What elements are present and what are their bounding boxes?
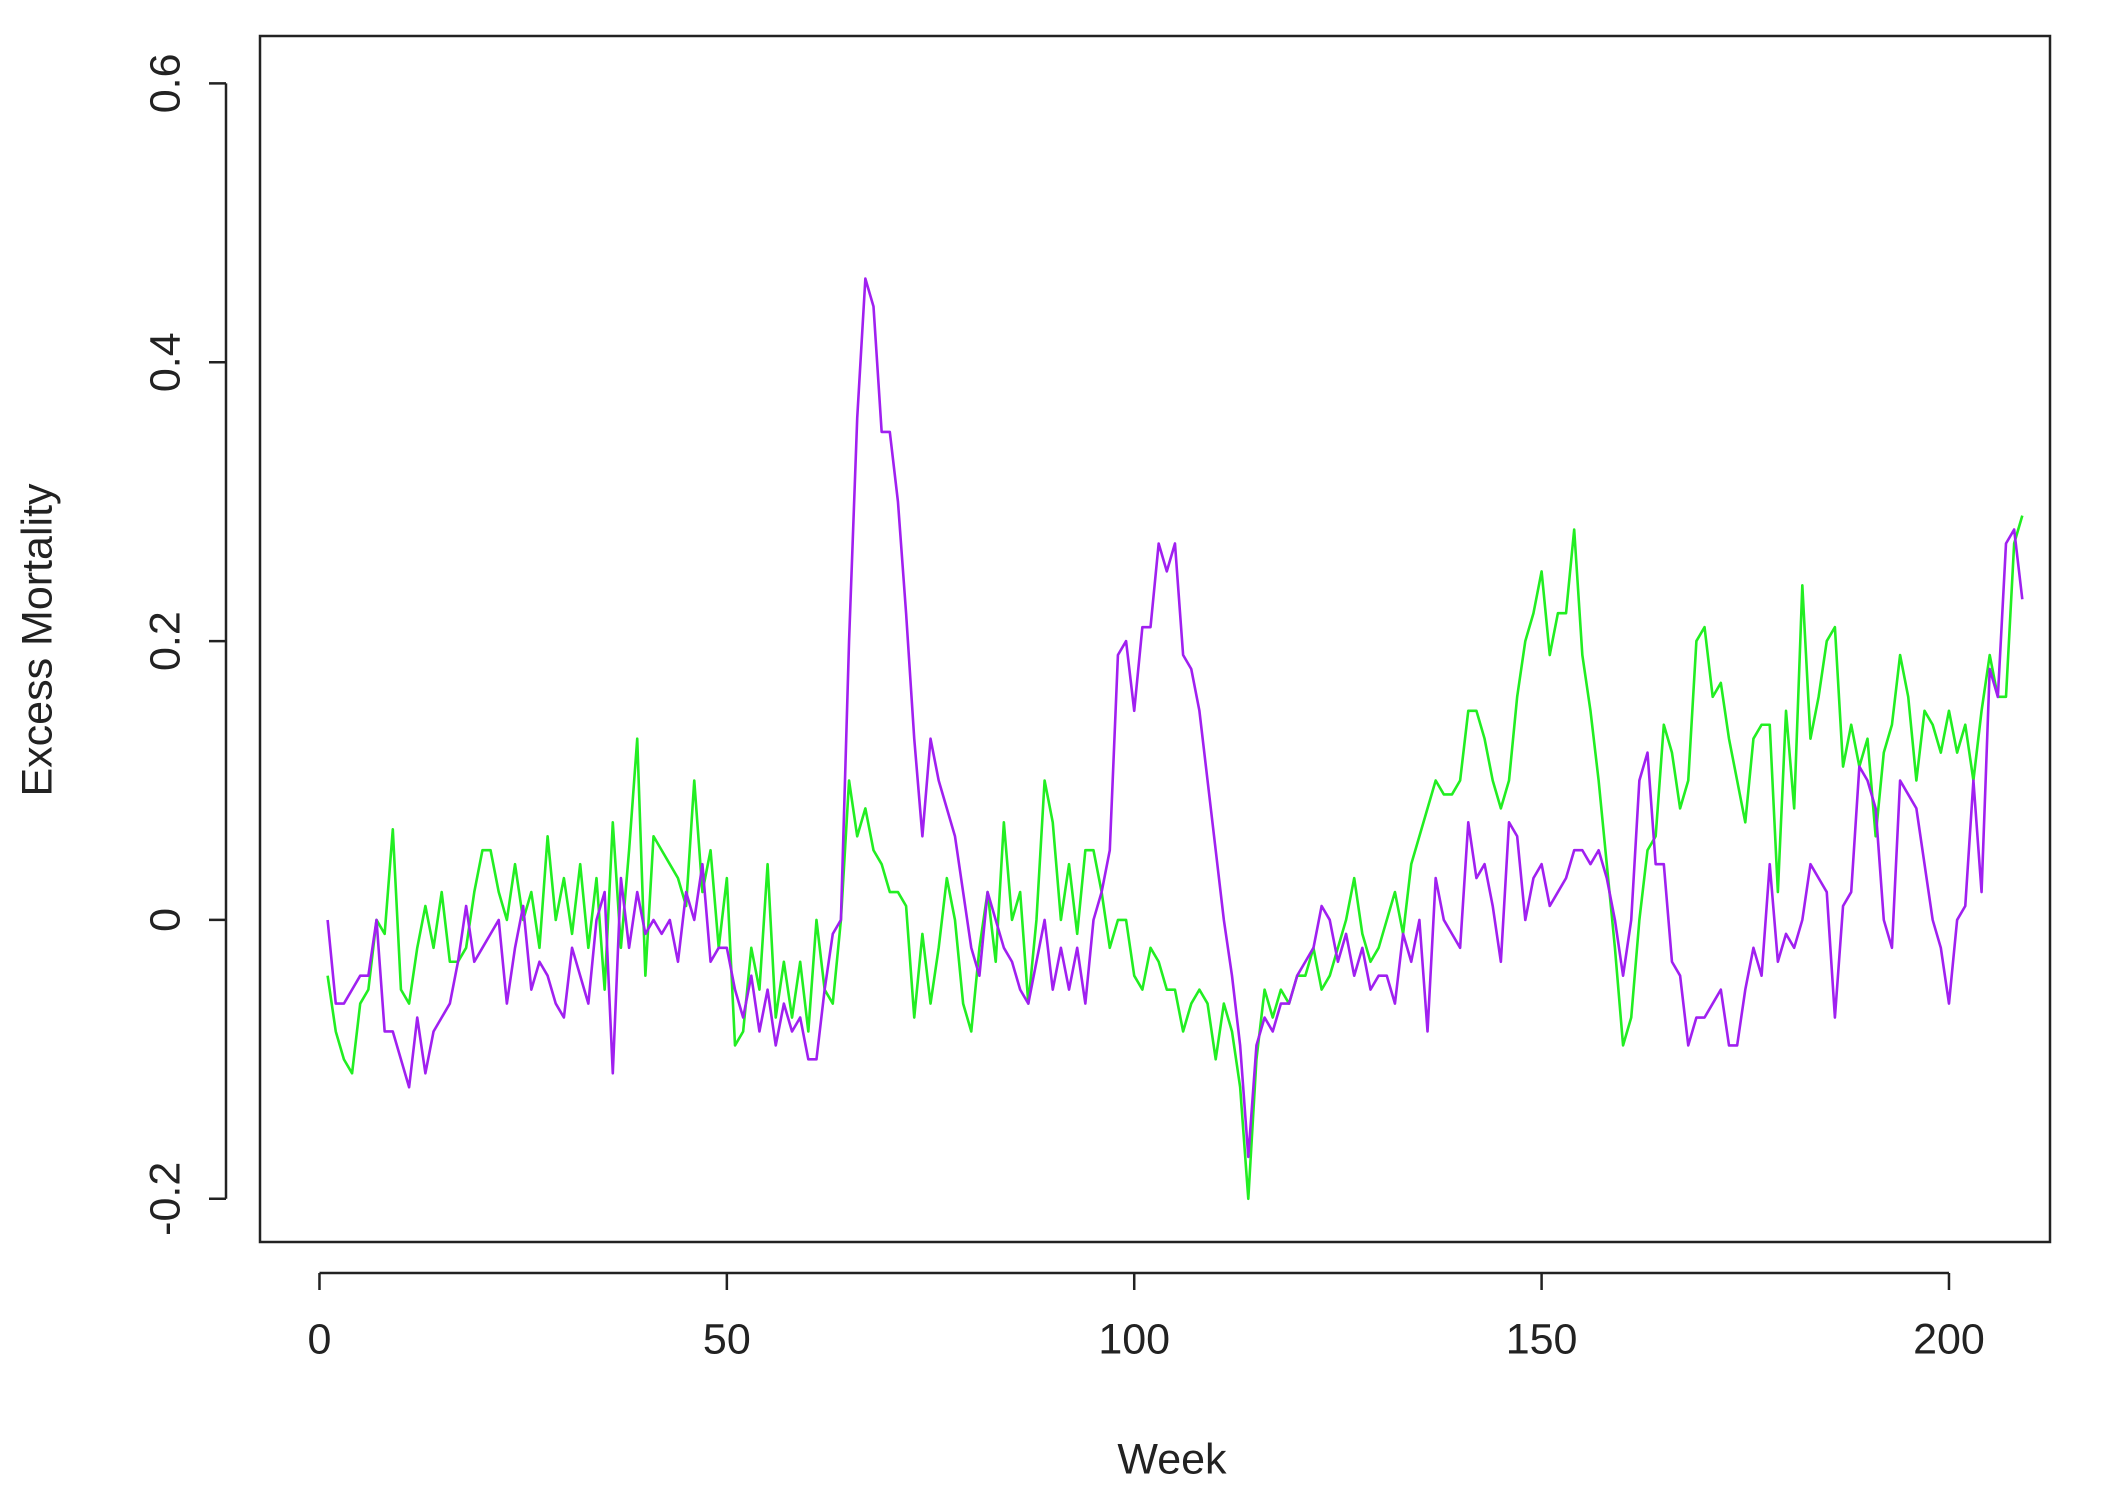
x-tick-label: 100 xyxy=(1098,1315,1170,1363)
x-tick-label: 150 xyxy=(1506,1315,1578,1363)
y-tick-label: -0.2 xyxy=(141,1162,189,1236)
y-tick-label: 0.4 xyxy=(141,332,189,392)
series-line xyxy=(326,515,2024,1201)
y-tick-label: 0 xyxy=(141,908,189,932)
x-tick-label: 0 xyxy=(308,1315,332,1363)
x-tick-label: 50 xyxy=(703,1315,751,1363)
plot-box xyxy=(258,34,2052,1244)
x-tick-label: 200 xyxy=(1913,1315,1985,1363)
y-tick-label: 0.2 xyxy=(141,611,189,671)
x-axis-label: Week xyxy=(1117,1435,1227,1483)
series-line xyxy=(326,277,2024,1159)
y-axis-label: Excess Mortality xyxy=(13,483,61,797)
y-tick-label: 0.6 xyxy=(141,54,189,114)
